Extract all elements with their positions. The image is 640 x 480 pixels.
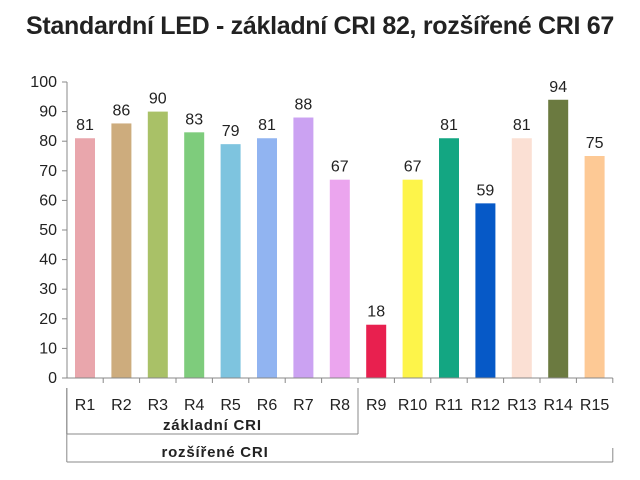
y-tick-label: 40	[39, 252, 57, 269]
data-label-r3: 90	[149, 91, 167, 108]
bar-r14	[548, 99, 569, 378]
bar-r6	[257, 138, 277, 378]
bar-r11	[439, 138, 459, 378]
y-tick-label: 90	[39, 104, 57, 121]
y-tick-label: 100	[30, 74, 57, 91]
x-tick-label-r13: R13	[507, 397, 536, 414]
data-label-r4: 83	[185, 111, 203, 128]
data-label-r6: 81	[258, 117, 276, 134]
data-label-r8: 67	[331, 159, 349, 176]
chart-title: Standardní LED - základní CRI 82, rozšíř…	[26, 12, 614, 40]
data-label-r7: 88	[295, 97, 313, 114]
bar-r7	[293, 117, 314, 379]
data-label-r10: 67	[404, 159, 422, 176]
bar-r5	[220, 144, 241, 378]
bar-r8	[329, 179, 350, 378]
x-tick-label-r1: R1	[75, 397, 96, 414]
bar-r9	[366, 324, 387, 378]
data-label-r12: 59	[477, 182, 495, 199]
data-label-r2: 86	[113, 102, 131, 119]
group-label: rozšířené CRI	[161, 444, 268, 461]
bars-group	[75, 99, 605, 379]
bar-r12	[475, 203, 496, 378]
data-labels-group: 81 86 90 83 79 81 88 67 18 67 81 59 81 94 75	[76, 79, 603, 321]
x-tick-label-r10: R10	[398, 397, 427, 414]
x-tick-label-r6: R6	[257, 397, 278, 414]
x-axis: R1 R2 R3 R4 R5 R6 R7 R8 R9 R10 R11 R12 R13 R14 R15	[67, 377, 614, 414]
x-tick-label-r9: R9	[366, 397, 387, 414]
data-label-r11: 81	[440, 117, 458, 134]
bar-r4	[184, 132, 205, 378]
x-tick-label-r3: R3	[148, 397, 169, 414]
y-tick-label: 10	[39, 340, 57, 357]
data-label-r15: 75	[586, 135, 604, 152]
y-axis: 0 10 20 30 40 50 60 70 80 90 100	[30, 74, 68, 387]
x-tick-label-r8: R8	[330, 397, 351, 414]
y-tick-label: 0	[48, 370, 57, 387]
bar-r10	[402, 179, 423, 378]
y-tick-label: 20	[39, 311, 57, 328]
x-tick-label-r2: R2	[111, 397, 132, 414]
category-groups: základní CRI rozšířené CRI	[66, 388, 614, 463]
data-label-r14: 94	[549, 79, 567, 96]
y-tick-label: 50	[39, 222, 57, 239]
x-tick-label-r4: R4	[184, 397, 205, 414]
bar-r13	[511, 138, 532, 378]
x-tick-label-r5: R5	[220, 397, 241, 414]
x-tick-label-r15: R15	[580, 397, 609, 414]
x-tick-label-r12: R12	[471, 397, 500, 414]
data-label-r5: 79	[222, 123, 240, 140]
bar-r3	[147, 111, 168, 378]
data-label-r13: 81	[513, 117, 531, 134]
y-tick-label: 70	[39, 163, 57, 180]
x-tick-label-r7: R7	[293, 397, 314, 414]
y-tick-label: 30	[39, 281, 57, 298]
data-label-r1: 81	[76, 117, 94, 134]
y-tick-label: 60	[39, 192, 57, 209]
bar-r15	[584, 156, 605, 378]
bar-r2	[111, 123, 132, 378]
group-label: základní CRI	[163, 417, 262, 434]
bar-r1	[75, 138, 95, 378]
x-tick-label-r14: R14	[544, 397, 573, 414]
data-label-r9: 18	[367, 304, 385, 321]
y-tick-label: 80	[39, 133, 57, 150]
x-tick-label-r11: R11	[435, 397, 463, 414]
